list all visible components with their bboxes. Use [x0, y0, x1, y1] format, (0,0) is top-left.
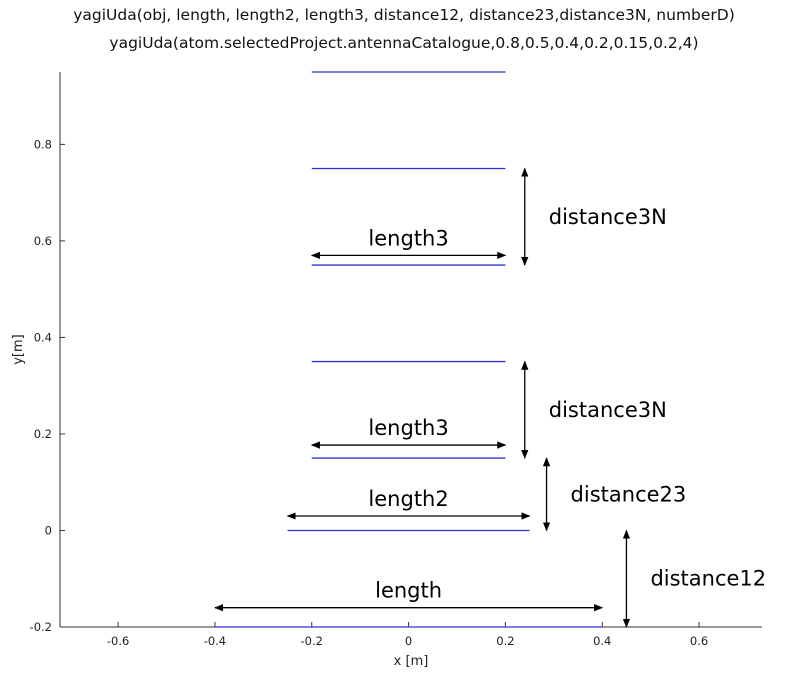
dimension-label: length2 — [368, 487, 448, 511]
y-axis-label: y[m] — [11, 334, 26, 365]
dimension-label: length3 — [368, 226, 448, 250]
x-axis-label: x [m] — [394, 654, 429, 669]
x-tick-label: 0.2 — [496, 634, 514, 648]
x-tick-label: 0.4 — [593, 634, 611, 648]
dimension-label: length3 — [368, 416, 448, 440]
dimension-label: distance12 — [650, 567, 766, 591]
x-tick-label: 0.6 — [690, 634, 708, 648]
dimension-label: length — [375, 579, 442, 603]
function-call-title: yagiUda(atom.selectedProject.antennaCata… — [109, 34, 699, 52]
dimension-label: distance3N — [549, 205, 667, 229]
y-tick-label: 0.4 — [34, 330, 52, 344]
y-tick-label: 0.6 — [34, 234, 52, 248]
function-signature-title: yagiUda(obj, length, length2, length3, d… — [73, 6, 735, 24]
x-tick-label: -0.6 — [107, 634, 129, 648]
y-tick-label: 0.2 — [34, 427, 52, 441]
y-tick-label: -0.2 — [30, 620, 52, 634]
dimension-label: distance23 — [571, 482, 687, 506]
x-tick-label: -0.2 — [301, 634, 323, 648]
y-tick-label: 0 — [45, 523, 52, 537]
x-tick-label: -0.4 — [204, 634, 226, 648]
y-tick-label: 0.8 — [34, 137, 52, 151]
x-tick-label: 0 — [405, 634, 412, 648]
dimension-label: distance3N — [549, 398, 667, 422]
